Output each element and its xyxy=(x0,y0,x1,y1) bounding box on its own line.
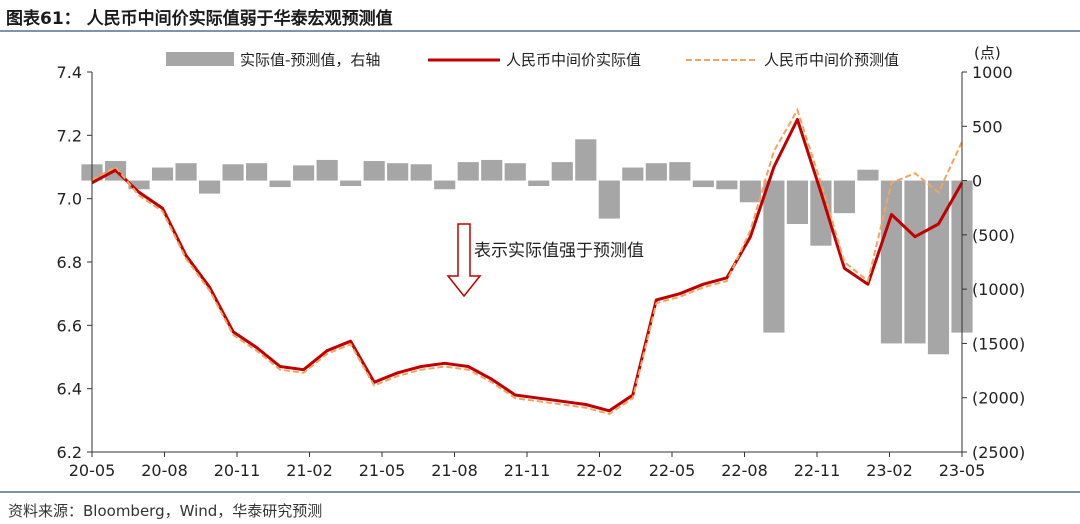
legend-swatch-diff xyxy=(166,52,234,66)
diff-bar xyxy=(739,180,761,203)
price-lines xyxy=(91,107,964,416)
actual-line xyxy=(91,118,964,413)
diff-bar xyxy=(763,180,785,333)
diff-bar xyxy=(269,180,291,188)
left-tick-label: 7.0 xyxy=(57,190,82,209)
x-tick-label: 20-11 xyxy=(214,461,261,480)
x-tick-label: 22-02 xyxy=(576,461,623,480)
diff-bar xyxy=(387,163,409,181)
diff-bar xyxy=(504,163,526,181)
bottom-rule xyxy=(0,491,1080,493)
diff-bar xyxy=(716,180,738,190)
diff-bar xyxy=(175,163,197,181)
right-axis-unit: (点) xyxy=(974,44,1001,62)
diff-bar xyxy=(927,180,950,355)
left-tick-label: 7.2 xyxy=(57,126,82,145)
source-note: 资料来源：Bloomberg，Wind，华泰研究预测 xyxy=(8,502,323,520)
right-tick-label: (1500) xyxy=(972,334,1025,353)
diff-bar xyxy=(622,167,644,181)
x-tick-label: 21-02 xyxy=(286,461,333,480)
legend-label-diff: 实际值-预测值，右轴 xyxy=(240,51,380,69)
x-tick-label: 21-11 xyxy=(504,461,551,480)
diff-bar xyxy=(293,165,315,181)
legend-label-actual: 人民币中间价实际值 xyxy=(506,51,641,69)
top-rule xyxy=(0,30,1080,32)
chart-title: 图表61： 人民币中间价实际值弱于华泰宏观预测值 xyxy=(6,9,393,29)
diff-bar xyxy=(904,180,926,344)
diff-bar xyxy=(857,169,879,181)
diff-bar xyxy=(434,180,456,190)
x-tick-label: 21-05 xyxy=(359,461,406,480)
diff-bar xyxy=(669,162,691,181)
forecast-line xyxy=(91,107,963,416)
diff-bar xyxy=(340,180,362,186)
x-tick-label: 23-05 xyxy=(939,461,986,480)
right-tick-label: 1000 xyxy=(972,63,1013,82)
right-tick-label: 0 xyxy=(972,172,982,191)
annotation-arrow-icon xyxy=(446,223,482,298)
diff-bar xyxy=(363,161,385,181)
diff-bar xyxy=(880,180,903,344)
diff-bar xyxy=(810,180,832,246)
diff-bar xyxy=(575,139,597,181)
diff-bar xyxy=(410,164,432,181)
left-tick-label: 6.2 xyxy=(57,443,82,462)
axes: 7.4 7.2 7.0 6.8 6.6 6.4 6.2 1000 500 0 (500) (1000)… xyxy=(57,44,1026,480)
diff-bar xyxy=(528,180,550,186)
left-tick-label: 6.6 xyxy=(57,316,82,335)
diff-bar xyxy=(151,167,174,181)
diff-bar xyxy=(316,159,338,181)
left-tick-label: 6.4 xyxy=(57,380,82,399)
x-tick-label: 20-08 xyxy=(141,461,188,480)
x-tick-label: 22-08 xyxy=(721,461,768,480)
diff-bar xyxy=(645,163,667,181)
diff-bars xyxy=(81,139,973,355)
annotation-text: 表示实际值强于预测值 xyxy=(474,241,644,261)
right-tick-label: 500 xyxy=(972,117,1003,136)
diff-bar xyxy=(481,159,503,181)
left-tick-label: 7.4 xyxy=(57,63,82,82)
diff-bar xyxy=(833,180,856,214)
left-tick-label: 6.8 xyxy=(57,253,82,272)
diff-bar xyxy=(786,180,808,224)
diff-bar xyxy=(692,180,714,188)
legend: 实际值-预测值，右轴 人民币中间价实际值 人民币中间价预测值 xyxy=(166,51,899,69)
right-tick-label: (2000) xyxy=(972,389,1025,408)
x-tick-label: 20-05 xyxy=(69,461,116,480)
diff-bar xyxy=(246,163,268,181)
x-tick-label: 23-02 xyxy=(866,461,913,480)
legend-label-forecast: 人民币中间价预测值 xyxy=(764,51,899,69)
x-tick-label: 22-11 xyxy=(794,461,841,480)
diff-bar xyxy=(598,180,620,219)
diff-bar xyxy=(198,180,221,194)
diff-bar xyxy=(128,180,150,190)
diff-bar xyxy=(457,162,479,181)
right-tick-label: (500) xyxy=(972,226,1015,245)
right-tick-label: (1000) xyxy=(972,280,1025,299)
diff-bar xyxy=(551,162,573,181)
annotation: 表示实际值强于预测值 xyxy=(446,223,644,298)
x-tick-label: 22-05 xyxy=(649,461,696,480)
diff-bar xyxy=(222,164,244,181)
x-tick-label: 21-08 xyxy=(431,461,478,480)
right-tick-label: (2500) xyxy=(972,443,1025,462)
